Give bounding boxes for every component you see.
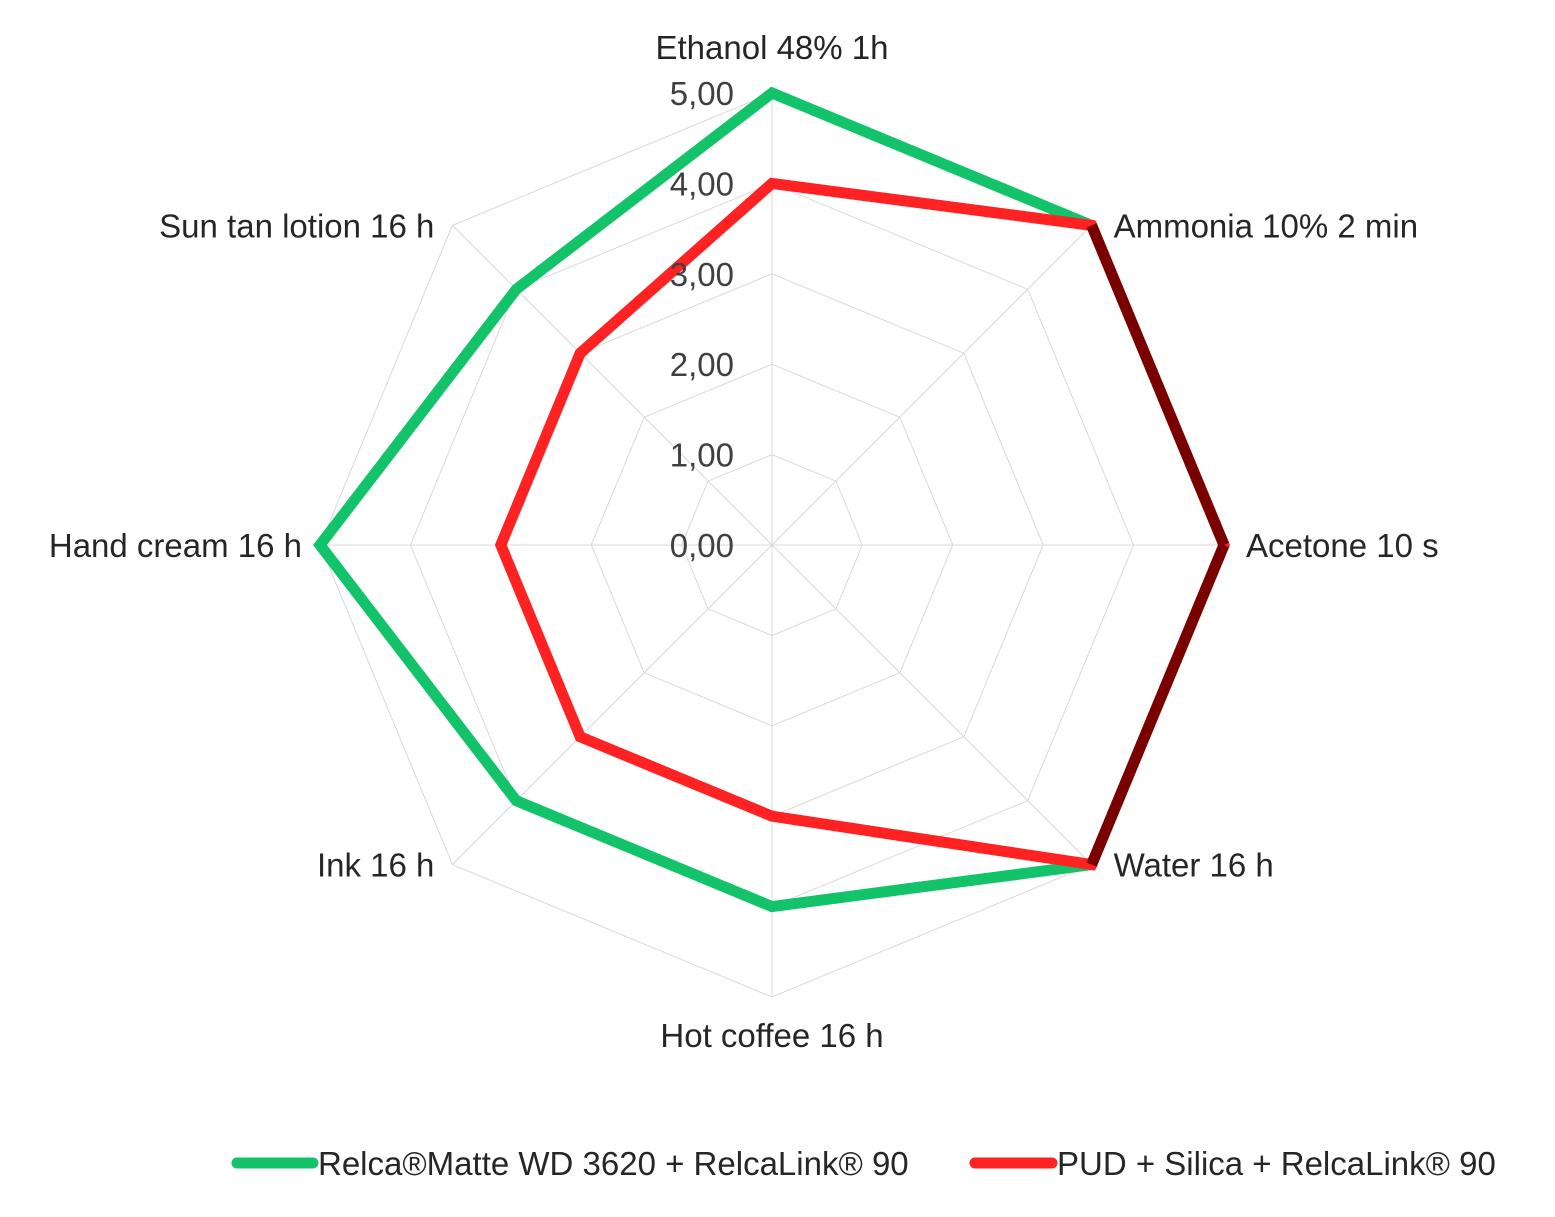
radial-tick-labels: 0,00 1,00 2,00 3,00 4,00 5,00 (670, 75, 734, 564)
legend: Relca®Matte WD 3620 + RelcaLink® 90 PUD +… (231, 1145, 1496, 1182)
axis-spoke-sun-tan-lotion-16-h (452, 225, 773, 546)
category-label-hot-coffee-16-h: Hot coffee 16 h (660, 1017, 883, 1054)
axis-spoke-water-16-h (771, 544, 1092, 865)
legend-label-2: PUD + Silica + RelcaLink® 90 (1057, 1145, 1496, 1182)
axis-spoke-ammonia-10-2-min (771, 225, 1092, 546)
overlap-segment-acetone-10-s (1086, 542, 1230, 867)
series-layer (313, 86, 1230, 913)
category-label-ink-16-h: Ink 16 h (317, 847, 434, 884)
tick-label: 3,00 (670, 256, 734, 293)
tick-label: 1,00 (670, 437, 734, 474)
tick-label: 5,00 (670, 75, 734, 112)
category-labels: Ethanol 48% 1h Ammonia 10% 2 min Acetone 1… (49, 29, 1439, 1054)
tick-label: 0,00 (670, 527, 734, 564)
category-label-water-16-h: Water 16 h (1114, 847, 1274, 884)
category-label-sun-tan-lotion-16-h: Sun tan lotion 16 h (159, 207, 434, 244)
category-label-acetone-10-s: Acetone 10 s (1246, 527, 1439, 564)
legend-label-1: Relca®Matte WD 3620 + RelcaLink® 90 (318, 1145, 909, 1182)
tick-label: 2,00 (670, 346, 734, 383)
overlap-segment-ammonia-10-2-min (1086, 223, 1230, 548)
tick-label: 4,00 (670, 165, 734, 202)
axis-spoke-ink-16-h (452, 544, 773, 865)
category-label-ethanol-48-1h: Ethanol 48% 1h (655, 29, 888, 66)
category-label-hand-cream-16-h: Hand cream 16 h (49, 527, 302, 564)
category-label-ammonia-10-2-min: Ammonia 10% 2 min (1114, 207, 1418, 244)
